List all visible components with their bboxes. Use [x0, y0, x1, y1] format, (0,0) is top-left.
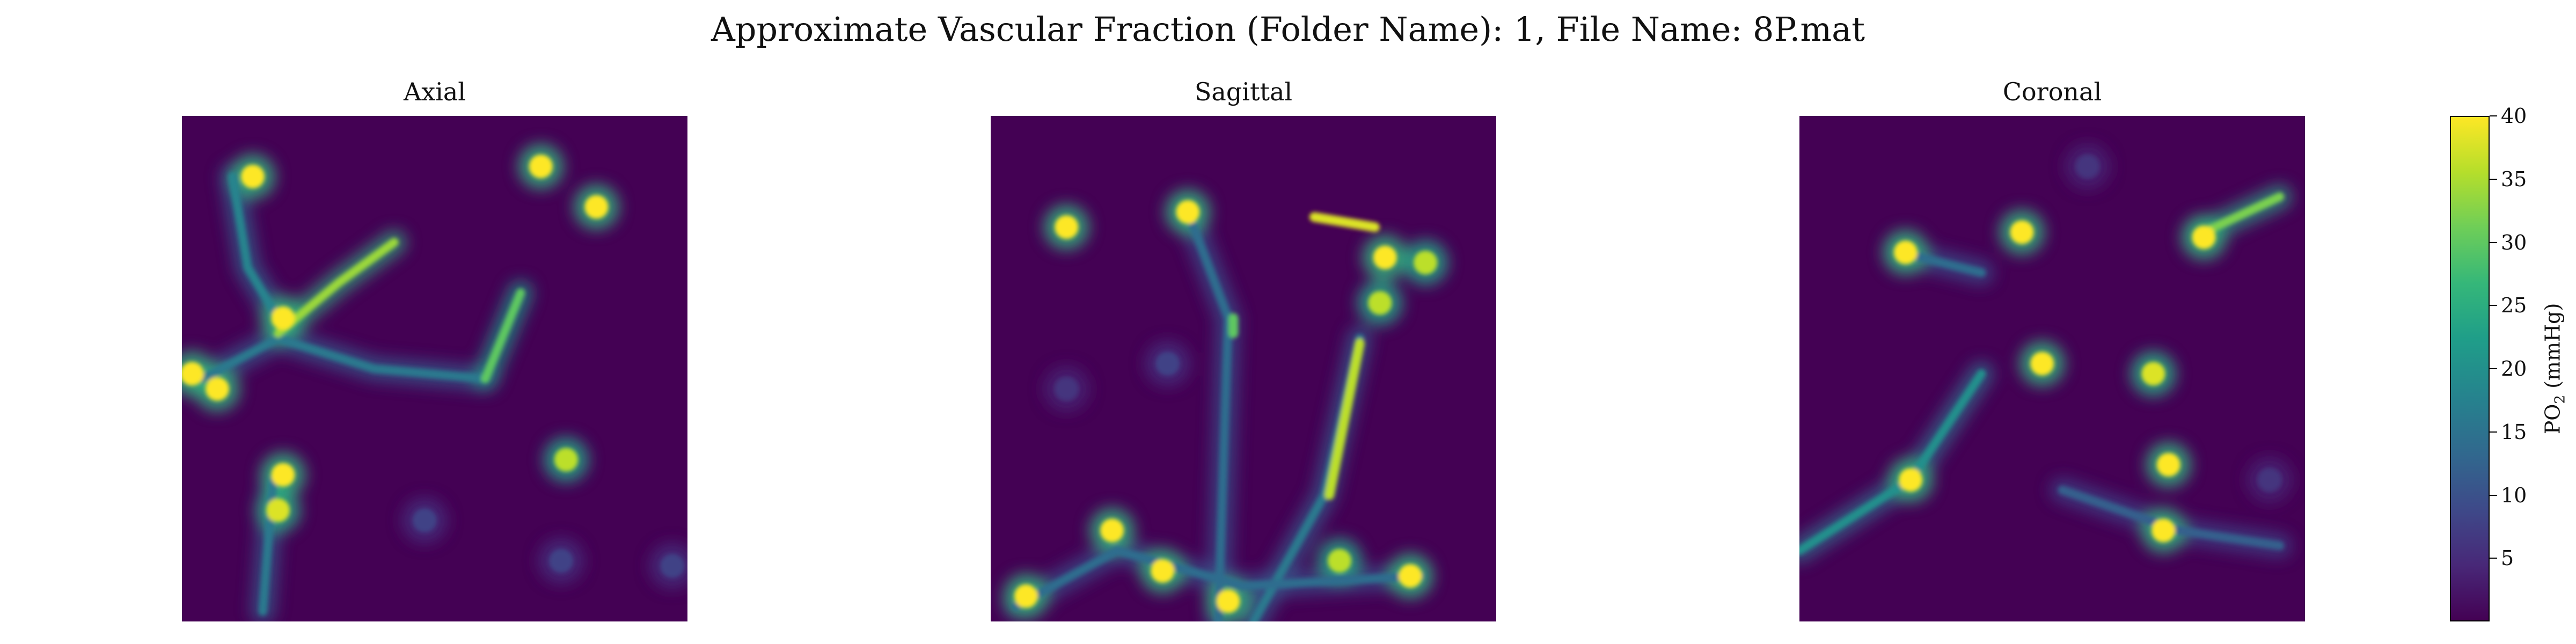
spot-core	[271, 463, 295, 487]
spot-core	[1151, 559, 1175, 583]
vessel-core	[2058, 486, 2284, 550]
spot-core	[240, 165, 265, 188]
spot-core	[1373, 245, 1397, 269]
spot-core	[266, 498, 290, 522]
vessel-core	[228, 172, 282, 323]
core-layer	[1012, 200, 1438, 621]
bright-segment	[1309, 212, 1380, 232]
vessel-core	[1012, 546, 1425, 611]
colorbar-tick	[2490, 368, 2497, 369]
spot-core	[554, 448, 578, 472]
colorbar-tick	[2490, 494, 2497, 496]
spot-core	[1328, 549, 1351, 573]
heatmap-axial-svg	[182, 116, 687, 621]
colorbar-tick-label: 40	[2501, 104, 2527, 128]
spot-core	[1899, 468, 1923, 492]
spot-core	[205, 377, 229, 401]
colorbar-tick-label: 5	[2501, 546, 2514, 570]
bright-segment	[1324, 338, 1365, 500]
spot-core	[2258, 468, 2282, 492]
spot-core	[271, 306, 295, 330]
colorbar-tick	[2490, 558, 2497, 559]
spot-core	[2010, 220, 2034, 244]
heatmap-coronal-svg	[1799, 116, 2305, 621]
panel-title-coronal: Coronal	[2002, 77, 2102, 106]
spot-core	[1100, 518, 1124, 543]
colorbar-tick-label: 35	[2501, 167, 2527, 191]
colorbar-tick-label: 15	[2501, 420, 2527, 444]
colorbar-tick-label: 20	[2501, 357, 2527, 380]
vessel-core	[274, 238, 399, 338]
spot-core	[1368, 291, 1392, 315]
colorbar-tick	[2490, 115, 2497, 116]
vessel-core	[197, 334, 490, 383]
spot-core	[549, 549, 573, 573]
spot-core	[2141, 362, 2165, 386]
spot-core	[413, 508, 437, 532]
spot-core	[2156, 453, 2180, 477]
spot-core	[529, 155, 553, 179]
spot-core	[1055, 215, 1079, 239]
vessel-core	[2199, 192, 2284, 237]
spot-core	[1414, 251, 1438, 275]
spot-core	[1055, 377, 1079, 401]
core-layer	[182, 155, 684, 616]
panel-title-axial: Axial	[403, 77, 466, 106]
spot-core	[2075, 155, 2099, 179]
spot-core	[182, 362, 204, 386]
colorbar-tick-label: 30	[2501, 230, 2527, 254]
spot-core	[1176, 200, 1200, 224]
heatmap-sagittal	[991, 116, 1496, 621]
heatmap-sagittal-svg	[991, 116, 1496, 621]
colorbar-tick	[2490, 241, 2497, 243]
colorbar-tick	[2490, 431, 2497, 433]
core-layer	[1799, 155, 2284, 555]
colorbar-tick-label: 25	[2501, 294, 2527, 318]
vessel-core	[1183, 208, 1233, 621]
vessel-core	[481, 288, 525, 383]
spot-core	[1398, 564, 1422, 588]
colorbar-tick	[2490, 178, 2497, 180]
colorbar-tick-label: 10	[2501, 483, 2527, 507]
figure-title: Approximate Vascular Fraction (Folder Na…	[711, 10, 1865, 49]
heatmap-axial	[182, 116, 687, 621]
spot-core	[584, 195, 609, 219]
spot-core	[1014, 584, 1038, 608]
spot-core	[2192, 225, 2216, 250]
panel-title-sagittal: Sagittal	[1194, 77, 1293, 106]
colorbar-tick	[2490, 305, 2497, 306]
heatmap-coronal	[1799, 116, 2305, 621]
spot-core	[1893, 240, 1918, 265]
colorbar	[2450, 116, 2490, 621]
spot-core	[2030, 352, 2054, 376]
spot-core	[2151, 518, 2176, 543]
spot-core	[660, 554, 684, 578]
spot-core	[1216, 589, 1240, 613]
colorbar-label: PO2 (mmHg)	[2541, 303, 2568, 435]
spot-core	[1155, 352, 1180, 376]
